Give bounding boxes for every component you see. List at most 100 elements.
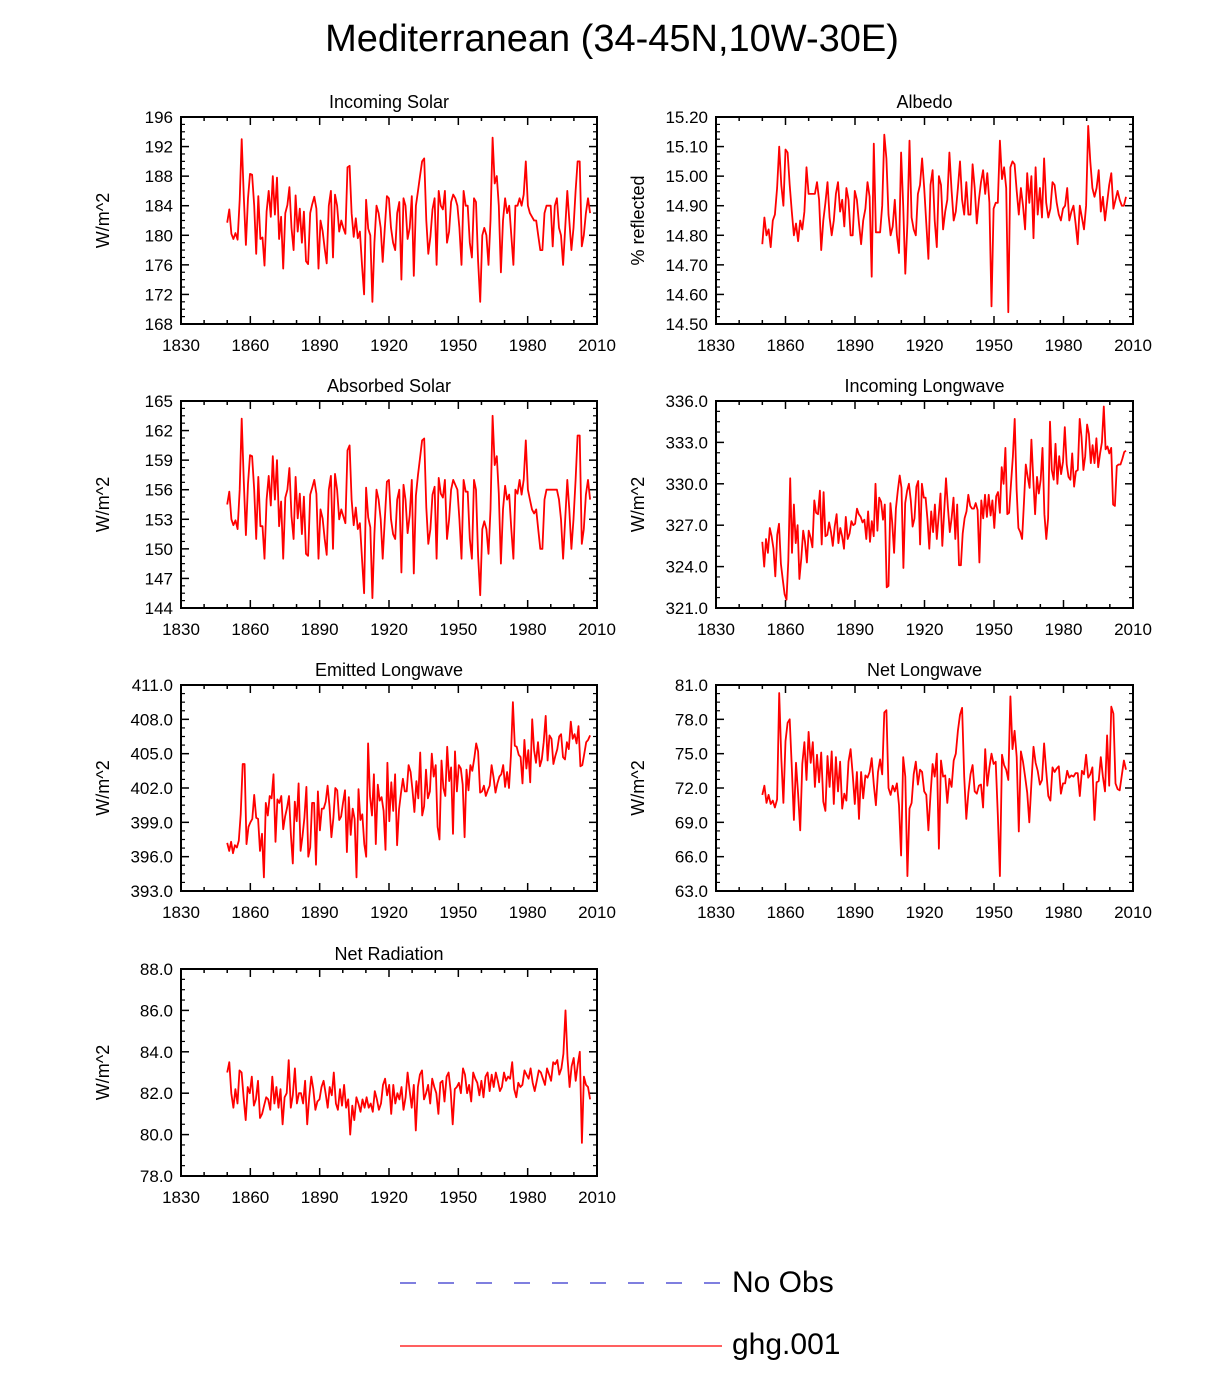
chart-main-title: Mediterranean (34-45N,10W-30E) — [325, 18, 899, 60]
x-tick-label: 1830 — [697, 903, 735, 922]
y-tick-label: 88.0 — [140, 960, 173, 979]
y-tick-label: 399.0 — [130, 813, 173, 832]
x-tick-label: 1860 — [767, 336, 805, 355]
x-tick-label: 1860 — [231, 1188, 269, 1207]
y-tick-label: 86.0 — [140, 1001, 173, 1020]
panel-incoming-longwave: 1830 1860 1890 1920 1950 1980 2010 321.0 324.0 32… — [628, 376, 1152, 639]
y-axis-title: W/m^2 — [628, 760, 648, 815]
panel-title: Emitted Longwave — [315, 660, 463, 680]
y-tick-label: 63.0 — [675, 882, 708, 901]
x-tick-label: 1860 — [231, 903, 269, 922]
x-tick-label: 1920 — [370, 1188, 408, 1207]
y-tick-label: 393.0 — [130, 882, 173, 901]
y-tick-label: 14.80 — [665, 226, 708, 245]
y-tick-label: 321.0 — [665, 599, 708, 618]
panel-title: Net Longwave — [867, 660, 982, 680]
y-tick-label: 196 — [145, 108, 173, 127]
y-tick-label: 336.0 — [665, 392, 708, 411]
y-tick-label: 156 — [145, 481, 173, 500]
x-tick-label: 1950 — [439, 620, 477, 639]
y-axis-title: W/m^2 — [628, 477, 648, 532]
y-tick-label: 150 — [145, 540, 173, 559]
x-tick-label: 1920 — [370, 336, 408, 355]
y-tick-label: 80.0 — [140, 1126, 173, 1145]
y-tick-label: 165 — [145, 392, 173, 411]
x-tick-label: 1920 — [906, 903, 944, 922]
x-tick-label: 1920 — [370, 903, 408, 922]
panel-net-longwave: 1830 1860 1890 1920 1950 1980 2010 63.0 66.0 69.0… — [628, 660, 1152, 922]
x-tick-label: 1830 — [162, 620, 200, 639]
panel-incoming-solar: 1830 1860 1890 1920 1950 1980 2010 168 172 176 180… — [93, 92, 616, 355]
x-tick-label: 2010 — [578, 1188, 616, 1207]
x-tick-label: 1890 — [301, 620, 339, 639]
y-tick-label: 324.0 — [665, 558, 708, 577]
y-tick-label: 188 — [145, 167, 173, 186]
x-tick-label: 1950 — [975, 903, 1013, 922]
y-tick-label: 14.60 — [665, 285, 708, 304]
y-tick-label: 14.70 — [665, 256, 708, 275]
y-tick-label: 396.0 — [130, 848, 173, 867]
y-tick-label: 15.10 — [665, 138, 708, 157]
x-tick-label: 1890 — [301, 1188, 339, 1207]
x-tick-label: 1920 — [906, 620, 944, 639]
x-tick-label: 1950 — [975, 336, 1013, 355]
series-line-ghg.001 — [226, 136, 591, 303]
y-tick-label: 402.0 — [130, 779, 173, 798]
x-tick-label: 1980 — [509, 336, 547, 355]
y-axis-title: % reflected — [628, 175, 648, 265]
series-line-ghg.001 — [761, 405, 1127, 601]
x-tick-label: 1950 — [439, 903, 477, 922]
y-tick-label: 330.0 — [665, 475, 708, 494]
x-tick-label: 1830 — [697, 336, 735, 355]
y-tick-label: 144 — [145, 599, 173, 618]
y-tick-label: 153 — [145, 510, 173, 529]
panel-title: Absorbed Solar — [327, 376, 451, 396]
y-tick-label: 405.0 — [130, 745, 173, 764]
y-tick-label: 162 — [145, 422, 173, 441]
y-tick-label: 172 — [145, 285, 173, 304]
x-tick-label: 1890 — [301, 903, 339, 922]
x-tick-label: 1980 — [1045, 903, 1083, 922]
x-tick-label: 1980 — [1045, 620, 1083, 639]
y-tick-label: 66.0 — [675, 848, 708, 867]
y-tick-label: 147 — [145, 569, 173, 588]
panel-net-radiation: 1830 1860 1890 1920 1950 1980 2010 78.0 80.0 82.0… — [93, 944, 616, 1207]
x-tick-label: 2010 — [1114, 336, 1152, 355]
y-tick-label: 84.0 — [140, 1043, 173, 1062]
x-tick-label: 1950 — [439, 1188, 477, 1207]
y-axis-title: W/m^2 — [93, 760, 113, 815]
x-tick-label: 1950 — [439, 336, 477, 355]
y-tick-label: 192 — [145, 138, 173, 157]
x-tick-label: 1950 — [975, 620, 1013, 639]
x-tick-label: 1860 — [767, 620, 805, 639]
y-tick-label: 180 — [145, 226, 173, 245]
y-tick-label: 159 — [145, 451, 173, 470]
x-tick-label: 1920 — [370, 620, 408, 639]
panel-albedo: 1830 1860 1890 1920 1950 1980 2010 14.50 14.60 14… — [628, 92, 1152, 355]
y-tick-label: 72.0 — [675, 779, 708, 798]
x-tick-label: 2010 — [1114, 903, 1152, 922]
series-line-ghg.001 — [761, 125, 1127, 314]
y-tick-label: 408.0 — [130, 710, 173, 729]
x-tick-label: 2010 — [578, 903, 616, 922]
series-line-ghg.001 — [761, 692, 1127, 877]
x-tick-label: 1830 — [697, 620, 735, 639]
x-tick-label: 1980 — [1045, 336, 1083, 355]
y-tick-label: 69.0 — [675, 813, 708, 832]
panel-absorbed-solar: 1830 1860 1890 1920 1950 1980 2010 144 147 150 153… — [93, 376, 616, 639]
legend-label-noobs: No Obs — [732, 1266, 834, 1299]
y-tick-label: 14.50 — [665, 315, 708, 334]
y-tick-label: 168 — [145, 315, 173, 334]
y-tick-label: 75.0 — [675, 745, 708, 764]
x-tick-label: 1890 — [301, 336, 339, 355]
x-tick-label: 1890 — [836, 336, 874, 355]
x-tick-label: 1830 — [162, 1188, 200, 1207]
panel-title: Albedo — [896, 92, 952, 112]
series-line-ghg.001 — [226, 701, 591, 879]
x-tick-label: 2010 — [1114, 620, 1152, 639]
y-axis-title: W/m^2 — [93, 477, 113, 532]
x-tick-label: 1980 — [509, 620, 547, 639]
y-axis-title: W/m^2 — [93, 193, 113, 248]
